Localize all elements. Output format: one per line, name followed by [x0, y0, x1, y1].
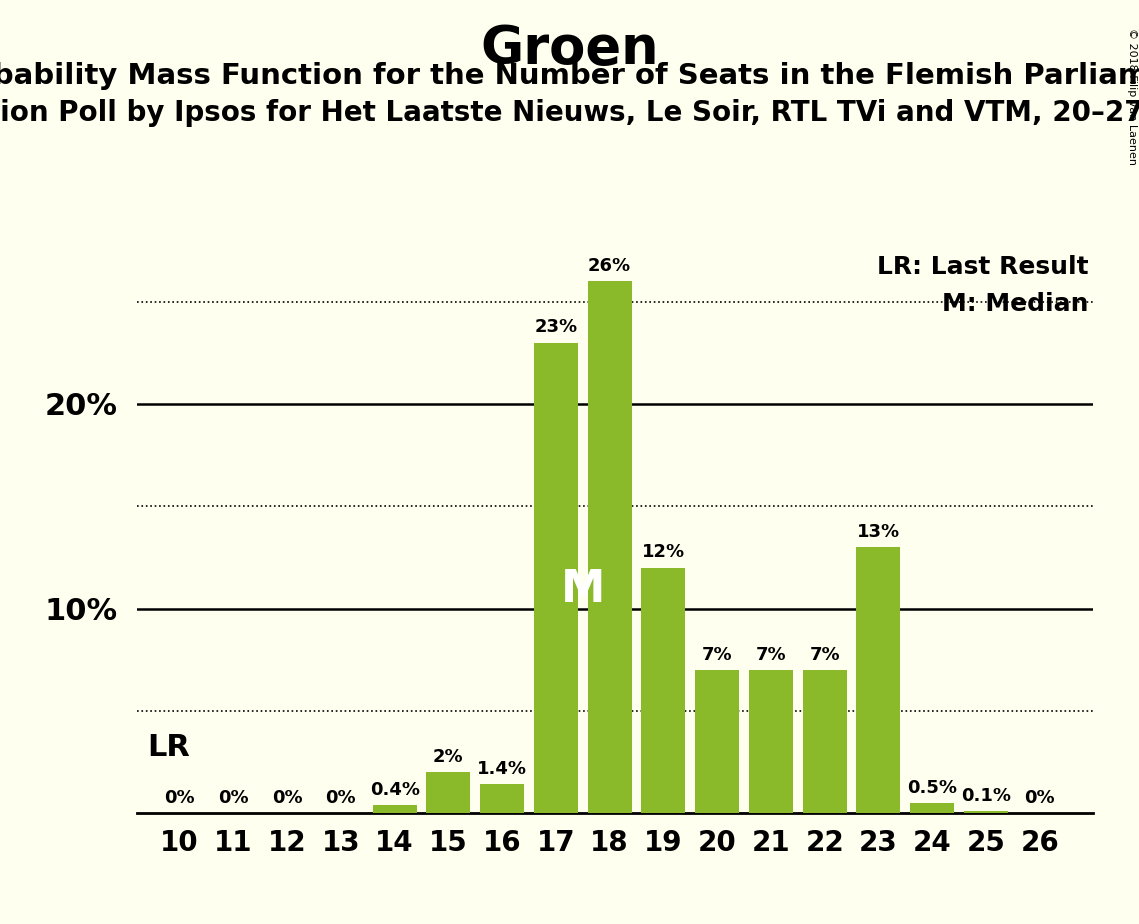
Bar [695, 670, 739, 813]
Text: LR: LR [147, 733, 190, 762]
Bar [803, 670, 846, 813]
Text: M: M [560, 568, 605, 611]
Bar [426, 772, 470, 813]
Bar [588, 281, 632, 813]
Bar [481, 784, 524, 813]
Bar [534, 343, 577, 813]
Text: 12%: 12% [642, 543, 685, 562]
Text: 7%: 7% [702, 646, 732, 663]
Text: Probability Mass Function for the Number of Seats in the Flemish Parliament: Probability Mass Function for the Number… [0, 62, 1139, 90]
Bar [910, 803, 954, 813]
Text: 0%: 0% [1024, 789, 1055, 807]
Text: 23%: 23% [534, 319, 577, 336]
Bar [372, 805, 417, 813]
Text: 13%: 13% [857, 523, 900, 541]
Text: 0%: 0% [272, 789, 303, 807]
Text: 0%: 0% [164, 789, 195, 807]
Bar [749, 670, 793, 813]
Text: LR: Last Result: LR: Last Result [877, 254, 1089, 278]
Text: 0.5%: 0.5% [907, 779, 957, 796]
Bar [641, 567, 686, 813]
Text: Based on an Opinion Poll by Ipsos for Het Laatste Nieuws, Le Soir, RTL TVi and V: Based on an Opinion Poll by Ipsos for He… [0, 99, 1139, 127]
Text: 0.4%: 0.4% [370, 781, 419, 798]
Text: 0.1%: 0.1% [961, 787, 1011, 805]
Text: © 2018 Filip van Laenen: © 2018 Filip van Laenen [1126, 28, 1137, 164]
Text: M: Median: M: Median [942, 292, 1089, 316]
Text: 2%: 2% [433, 748, 464, 766]
Text: Groen: Groen [481, 23, 658, 75]
Text: 7%: 7% [755, 646, 786, 663]
Text: 1.4%: 1.4% [477, 760, 527, 778]
Text: 0%: 0% [219, 789, 248, 807]
Text: 7%: 7% [810, 646, 839, 663]
Bar [964, 811, 1008, 813]
Bar [857, 547, 901, 813]
Text: 26%: 26% [588, 257, 631, 275]
Text: 0%: 0% [326, 789, 357, 807]
